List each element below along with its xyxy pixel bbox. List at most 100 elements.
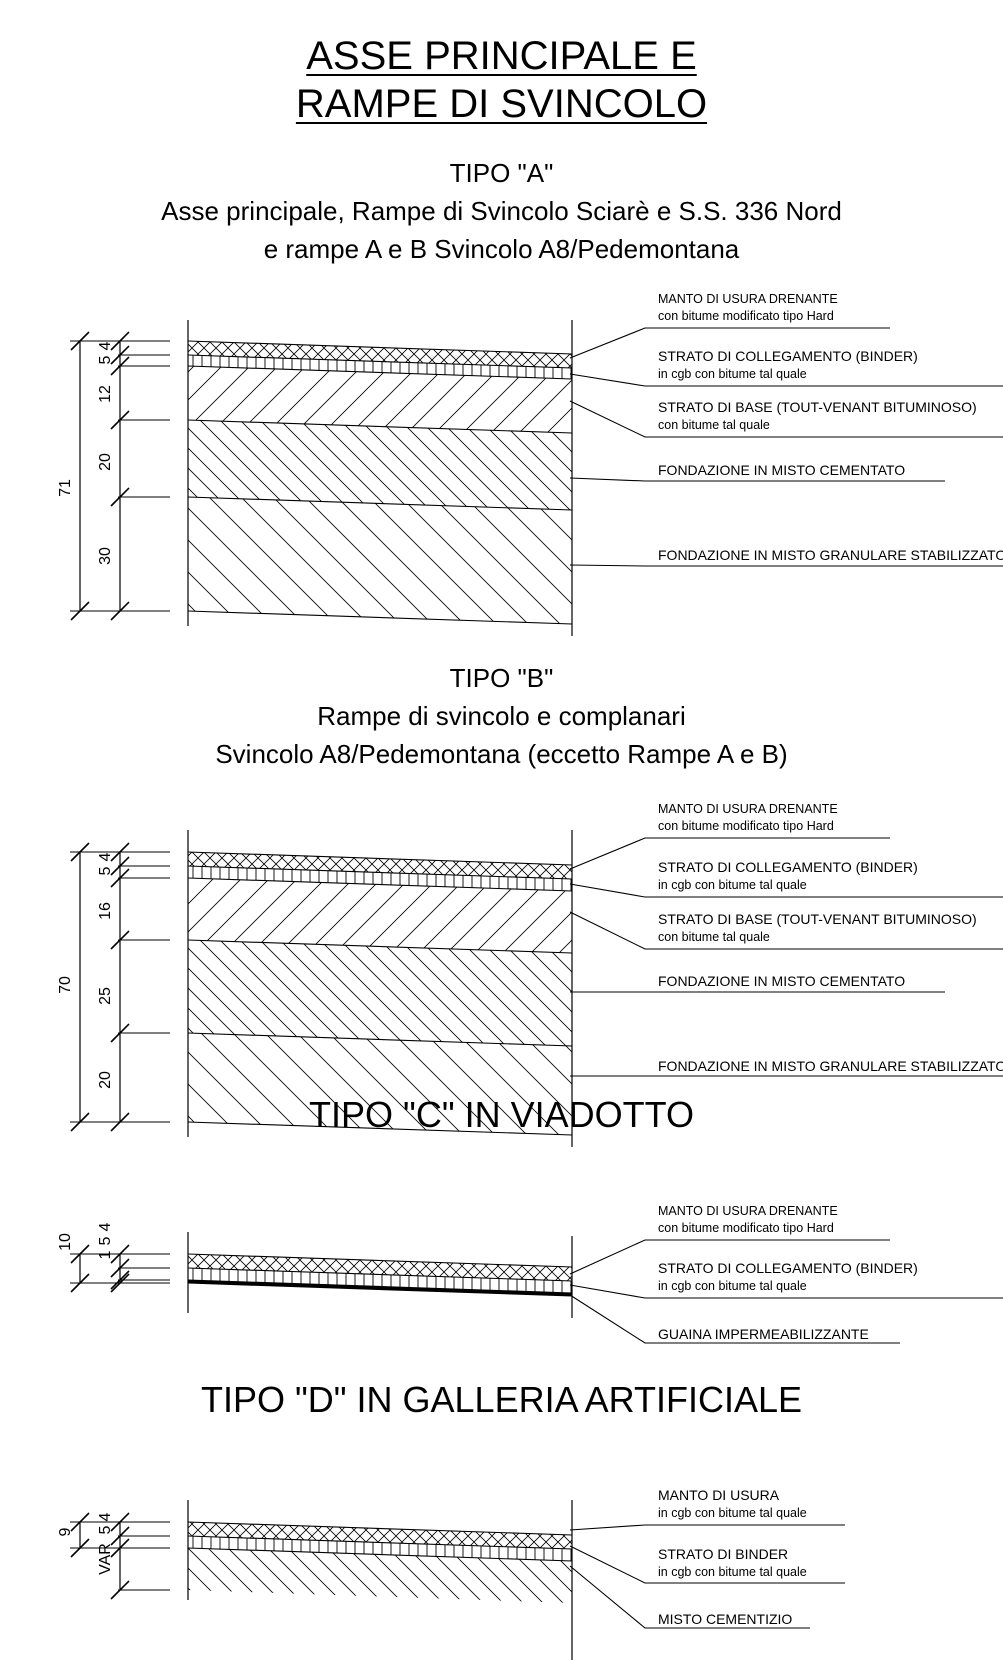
leader-line [569, 1294, 900, 1344]
label-b-layer3-name: STRATO DI BASE (TOUT-VENANT BITUMINOSO) [658, 911, 977, 927]
section-a-desc-1: Asse principale, Rampe di Svincolo Sciar… [161, 196, 842, 226]
layer-d-1 [188, 1522, 572, 1549]
label-a-layer3-name: STRATO DI BASE (TOUT-VENANT BITUMINOSO) [658, 399, 977, 415]
label-d-layer2-name: STRATO DI BINDER [658, 1546, 788, 1562]
label-a-layer5-name: FONDAZIONE IN MISTO GRANULARE STABILIZZA… [658, 547, 1003, 563]
label-c-layer1-detail: con bitume modificato tipo Hard [658, 1221, 834, 1235]
label-b-layer1-name: MANTO DI USURA DRENANTE [658, 802, 838, 816]
dimension-tick [110, 410, 130, 430]
layer-c-3 [188, 1280, 572, 1296]
title-line-2: RAMPE DI SVINCOLO [295, 82, 708, 126]
layer-d-3 [188, 1548, 572, 1603]
dimension-tick [70, 1512, 90, 1532]
section-d-frame [70, 1500, 845, 1660]
leader-line [569, 327, 890, 359]
dimension-tick [70, 1538, 90, 1558]
dim-a-5: 5 [97, 355, 114, 364]
dimension-tick [110, 1580, 130, 1600]
label-d-layer1-name: MANTO DI USURA [658, 1487, 780, 1503]
section-a-cross-section [188, 341, 572, 624]
label-b-layer1-detail: con bitume modificato tipo Hard [658, 819, 834, 833]
dim-a-20: 20 [97, 453, 114, 471]
label-b-layer5-name: FONDAZIONE IN MISTO GRANULARE STABILIZZA… [658, 1058, 1003, 1074]
layer-b-1 [188, 852, 572, 879]
leader-line [569, 373, 1003, 387]
section-d-heading: TIPO "D" IN GALLERIA ARTIFICIALE [200, 1379, 803, 1420]
layer-b-2 [188, 866, 572, 891]
leader-line [569, 477, 945, 482]
layer-boundary [187, 1282, 573, 1297]
layer-a-4 [188, 420, 572, 510]
label-d-layer1-detail: in cgb con bitume tal quale [658, 1506, 807, 1520]
layer-boundary [187, 1253, 573, 1268]
label-a-layer2-name: STRATO DI COLLEGAMENTO (BINDER) [658, 348, 918, 364]
leader-line [569, 911, 1003, 950]
dim-c-4: 4 [97, 1222, 114, 1231]
dim-d-total: 9 [57, 1527, 74, 1536]
layer-boundary [187, 865, 573, 880]
dimension-tick [110, 1270, 130, 1290]
section-b-frame [70, 830, 1003, 1147]
layer-c-2 [188, 1268, 572, 1293]
label-c-layer2-detail: in cgb con bitume tal quale [658, 1279, 807, 1293]
label-c-layer3-name: GUAINA IMPERMEABILIZZANTE [658, 1326, 869, 1342]
label-c-layer1-name: MANTO DI USURA DRENANTE [658, 1204, 838, 1218]
label-a-layer2-detail: in cgb con bitume tal quale [658, 367, 807, 381]
section-b-desc-2: Svincolo A8/Pedemontana (eccetto Rampe A… [215, 739, 788, 769]
dimension-tick [110, 345, 130, 365]
dimension-tick [110, 487, 130, 507]
section-a-heading: TIPO "A" [449, 158, 554, 188]
layer-boundary [187, 877, 573, 892]
dimension-tick [110, 356, 130, 376]
dimension-tick [110, 868, 130, 888]
dimension-tick [110, 1526, 130, 1546]
dim-b-25: 25 [97, 987, 114, 1005]
dim-d-var: VAR [97, 1543, 114, 1575]
label-b-layer4-name: FONDAZIONE IN MISTO CEMENTATO [658, 973, 905, 989]
dim-b-total: 70 [57, 976, 74, 994]
dim-a-4: 4 [97, 341, 114, 350]
section-b-heading: TIPO "B" [449, 663, 554, 693]
leader-line [569, 1524, 845, 1531]
dim-d-5: 5 [97, 1525, 114, 1534]
leader-line [569, 400, 1003, 438]
layer-boundary [187, 365, 573, 380]
dimension-tick [70, 1273, 90, 1293]
label-d-layer3-name: MISTO CEMENTIZIO [658, 1611, 792, 1627]
layer-b-3 [188, 878, 572, 953]
layer-boundary [187, 1032, 573, 1047]
layer-boundary [187, 610, 573, 625]
layer-a-2 [188, 355, 572, 379]
page-title: ASSE PRINCIPALE E RAMPE DI SVINCOLO [0, 32, 1003, 128]
layer-boundary [187, 496, 573, 511]
dim-b-4: 4 [97, 852, 114, 861]
leader-line [569, 837, 890, 870]
dimension-tick [70, 1244, 90, 1264]
leader-line [569, 1545, 845, 1584]
dimension-tick [110, 856, 130, 876]
label-b-layer2-name: STRATO DI COLLEGAMENTO (BINDER) [658, 859, 918, 875]
layer-boundary [187, 1521, 573, 1536]
dimension-tick [110, 930, 130, 950]
layer-boundary [187, 1279, 573, 1294]
section-a-desc-2: e rampe A e B Svincolo A8/Pedemontana [263, 234, 740, 264]
dimension-tick [110, 1258, 130, 1278]
layer-boundary [187, 1547, 573, 1562]
layer-boundary [187, 1121, 573, 1136]
label-c-layer2-name: STRATO DI COLLEGAMENTO (BINDER) [658, 1260, 918, 1276]
layer-boundary [187, 851, 573, 866]
dim-b-5: 5 [97, 866, 114, 875]
dim-a-total: 71 [57, 479, 74, 497]
section-b-cross-section [188, 852, 572, 1135]
leader-line [569, 1565, 810, 1629]
dim-c-total: 10 [57, 1233, 74, 1251]
label-b-layer2-detail: in cgb con bitume tal quale [658, 878, 807, 892]
layer-a-3 [188, 366, 572, 433]
layer-boundary [187, 939, 573, 954]
section-b-desc-1: Rampe di svincolo e complanari [317, 701, 686, 731]
dim-b-16: 16 [97, 902, 114, 920]
layer-b-4 [188, 940, 572, 1046]
label-a-layer4-name: FONDAZIONE IN MISTO CEMENTATO [658, 462, 905, 478]
